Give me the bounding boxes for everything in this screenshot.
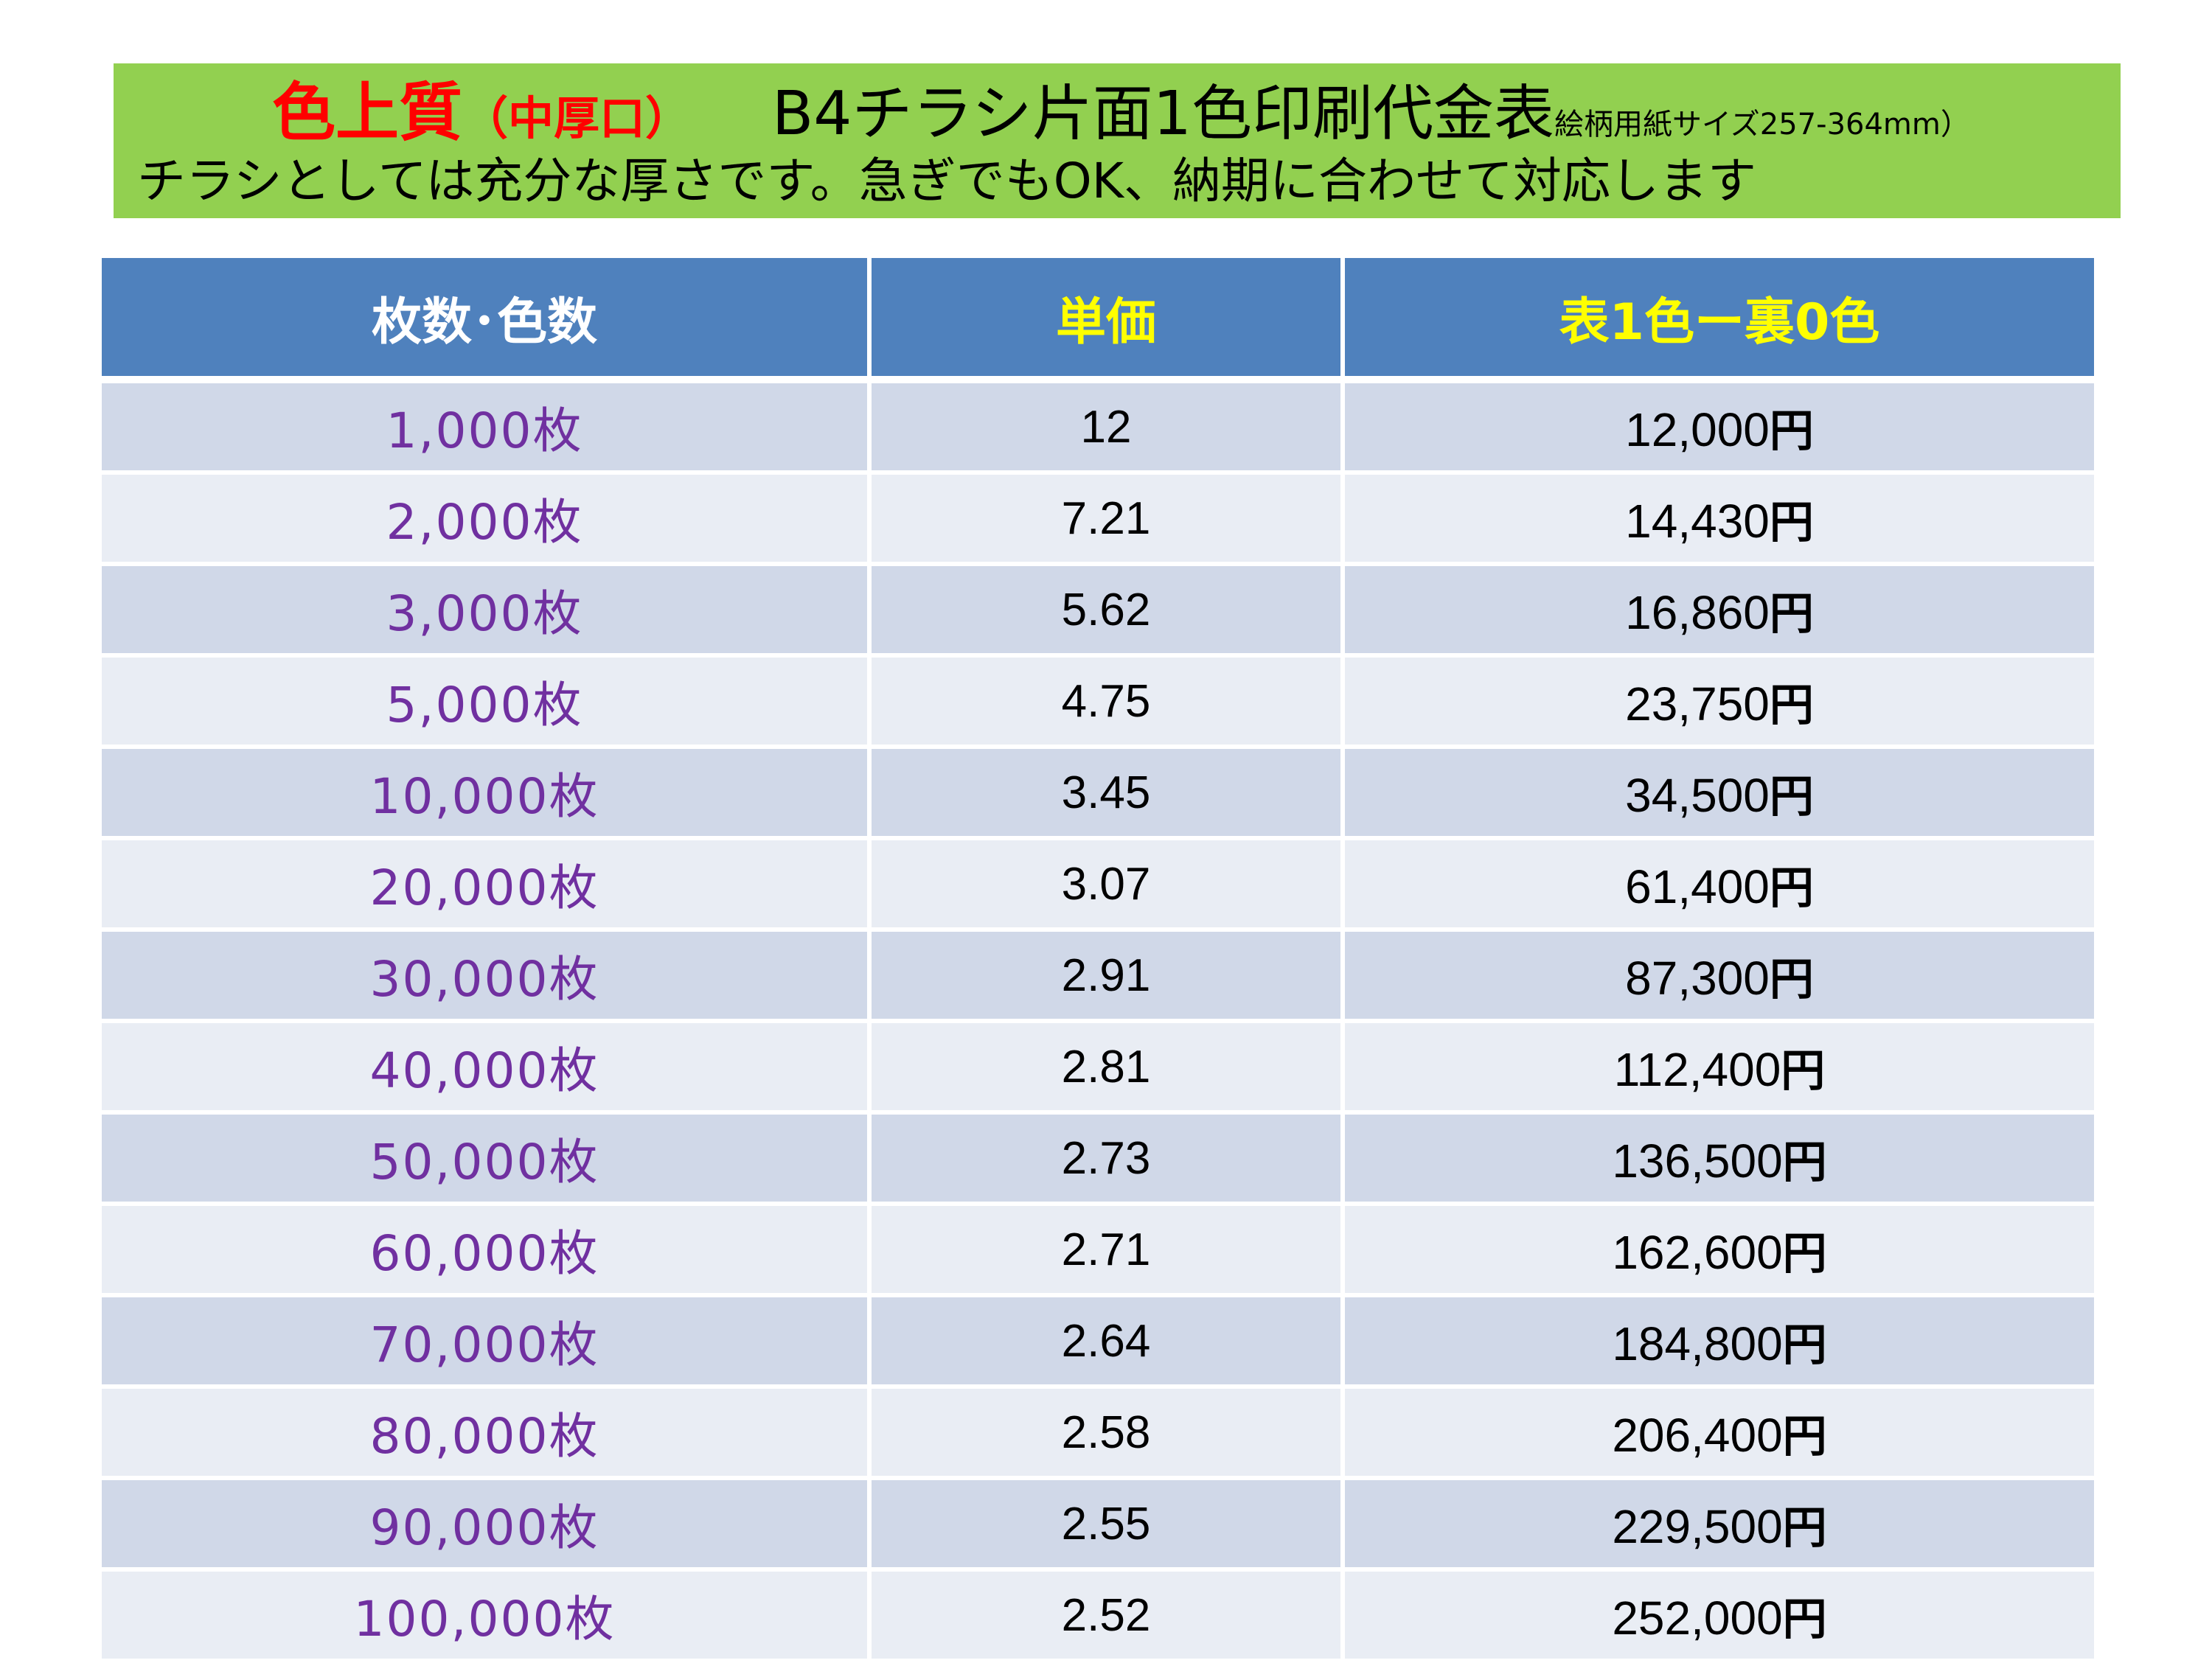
yen-unit: 円 <box>1769 953 1814 1005</box>
quantity-cell: 30,000枚 <box>97 927 872 1023</box>
yen-unit: 円 <box>1781 1045 1826 1097</box>
quantity-cell: 40,000枚 <box>97 1019 872 1115</box>
total-amount: 206,400 <box>1612 1408 1783 1462</box>
quantity-cell: 50,000枚 <box>97 1110 872 1206</box>
table-row: 50,000枚 2.73 136,500円 <box>97 1110 2098 1206</box>
quantity-cell: 100,000枚 <box>97 1567 872 1663</box>
unit-price-cell: 2.52 <box>867 1567 1345 1663</box>
total-price-cell: 61,400円 <box>1340 836 2098 932</box>
total-price-cell: 162,600円 <box>1340 1202 2098 1297</box>
total-price-cell: 14,430円 <box>1340 470 2098 566</box>
yen-unit: 円 <box>1769 770 1814 823</box>
quantity-cell: 1,000枚 <box>97 377 872 475</box>
total-price-cell: 206,400円 <box>1340 1384 2098 1480</box>
unit-price-cell: 2.73 <box>867 1110 1345 1206</box>
table-row: 90,000枚 2.55 229,500円 <box>97 1476 2098 1572</box>
table-row: 10,000枚 3.45 34,500円 <box>97 745 2098 840</box>
total-amount: 136,500 <box>1612 1134 1783 1188</box>
paper-name: 色上質 <box>272 76 462 150</box>
total-amount: 87,300 <box>1625 951 1770 1005</box>
yen-unit: 円 <box>1782 1227 1827 1280</box>
yen-unit: 円 <box>1782 1136 1827 1188</box>
total-price-cell: 12,000円 <box>1340 377 2098 475</box>
table-row: 3,000枚 5.62 16,860円 <box>97 562 2098 658</box>
header-unit-price: 単価 <box>867 258 1345 383</box>
total-amount: 23,750 <box>1625 677 1770 731</box>
table-row: 30,000枚 2.91 87,300円 <box>97 927 2098 1023</box>
quantity-cell: 70,000枚 <box>97 1293 872 1389</box>
total-amount: 61,400 <box>1625 860 1770 913</box>
unit-price-cell: 2.91 <box>867 927 1345 1023</box>
paper-thickness: （中厚口） <box>462 91 692 145</box>
header-total-price: 表1色ー裏0色 <box>1340 258 2098 383</box>
yen-unit: 円 <box>1782 1410 1827 1462</box>
unit-price-cell: 2.55 <box>867 1476 1345 1572</box>
total-amount: 112,400 <box>1613 1042 1781 1096</box>
unit-price-cell: 2.58 <box>867 1384 1345 1480</box>
quantity-cell: 3,000枚 <box>97 562 872 658</box>
page-title: B4チラシ片面1色印刷代金表 <box>772 79 1554 149</box>
paper-size-note: 絵柄用紙サイズ257-364mm） <box>1554 108 1970 142</box>
yen-unit: 円 <box>1769 496 1814 548</box>
total-amount: 229,500 <box>1612 1499 1783 1553</box>
quantity-cell: 60,000枚 <box>97 1202 872 1297</box>
quantity-cell: 80,000枚 <box>97 1384 872 1480</box>
total-price-cell: 229,500円 <box>1340 1476 2098 1572</box>
total-price-cell: 136,500円 <box>1340 1110 2098 1206</box>
yen-unit: 円 <box>1769 405 1814 457</box>
unit-price-cell: 7.21 <box>867 470 1345 566</box>
table-row: 2,000枚 7.21 14,430円 <box>97 470 2098 566</box>
quantity-cell: 20,000枚 <box>97 836 872 932</box>
page-subtitle: チラシとしては充分な厚さです。急ぎでもOK、納期に合わせて対応します <box>137 153 1757 209</box>
total-price-cell: 184,800円 <box>1340 1293 2098 1389</box>
table-row: 5,000枚 4.75 23,750円 <box>97 653 2098 749</box>
price-table: 枚数･色数 単価 表1色ー裏0色 1,000枚 12 12,000円 2,000枚 7.… <box>97 258 2098 1663</box>
total-amount: 12,000 <box>1625 402 1770 456</box>
yen-unit: 円 <box>1782 1502 1827 1554</box>
table-row: 60,000枚 2.71 162,600円 <box>97 1202 2098 1297</box>
unit-price-cell: 3.07 <box>867 836 1345 932</box>
total-amount: 184,800 <box>1612 1317 1783 1370</box>
table-row: 100,000枚 2.52 252,000円 <box>97 1567 2098 1663</box>
yen-unit: 円 <box>1769 862 1814 914</box>
unit-price-cell: 2.71 <box>867 1202 1345 1297</box>
total-price-cell: 87,300円 <box>1340 927 2098 1023</box>
table-row: 80,000枚 2.58 206,400円 <box>97 1384 2098 1480</box>
table-row: 20,000枚 3.07 61,400円 <box>97 836 2098 932</box>
total-price-cell: 16,860円 <box>1340 562 2098 658</box>
unit-price-cell: 5.62 <box>867 562 1345 658</box>
total-price-cell: 252,000円 <box>1340 1567 2098 1663</box>
quantity-cell: 5,000枚 <box>97 653 872 749</box>
yen-unit: 円 <box>1769 588 1814 640</box>
total-amount: 14,430 <box>1625 494 1770 548</box>
unit-price-cell: 2.64 <box>867 1293 1345 1389</box>
total-amount: 252,000 <box>1612 1591 1783 1645</box>
quantity-cell: 90,000枚 <box>97 1476 872 1572</box>
title-banner: 色上質（中厚口） B4チラシ片面1色印刷代金表絵柄用紙サイズ257-364mm） … <box>114 63 2121 218</box>
unit-price-cell: 12 <box>867 377 1345 475</box>
yen-unit: 円 <box>1782 1319 1827 1371</box>
header-quantity: 枚数･色数 <box>97 258 872 383</box>
quantity-cell: 2,000枚 <box>97 470 872 566</box>
yen-unit: 円 <box>1769 679 1814 731</box>
unit-price-cell: 3.45 <box>867 745 1345 840</box>
total-price-cell: 23,750円 <box>1340 653 2098 749</box>
quantity-cell: 10,000枚 <box>97 745 872 840</box>
unit-price-cell: 2.81 <box>867 1019 1345 1115</box>
table-row: 70,000枚 2.64 184,800円 <box>97 1293 2098 1389</box>
total-price-cell: 34,500円 <box>1340 745 2098 840</box>
total-amount: 162,600 <box>1612 1225 1783 1279</box>
yen-unit: 円 <box>1782 1593 1827 1645</box>
total-price-cell: 112,400円 <box>1340 1019 2098 1115</box>
table-header-row: 枚数･色数 単価 表1色ー裏0色 <box>97 258 2098 383</box>
total-amount: 34,500 <box>1625 768 1770 822</box>
total-amount: 16,860 <box>1625 585 1770 639</box>
table-row: 1,000枚 12 12,000円 <box>97 377 2098 475</box>
table-row: 40,000枚 2.81 112,400円 <box>97 1019 2098 1115</box>
title-line: 色上質（中厚口） B4チラシ片面1色印刷代金表絵柄用紙サイズ257-364mm） <box>272 72 1970 153</box>
unit-price-cell: 4.75 <box>867 653 1345 749</box>
